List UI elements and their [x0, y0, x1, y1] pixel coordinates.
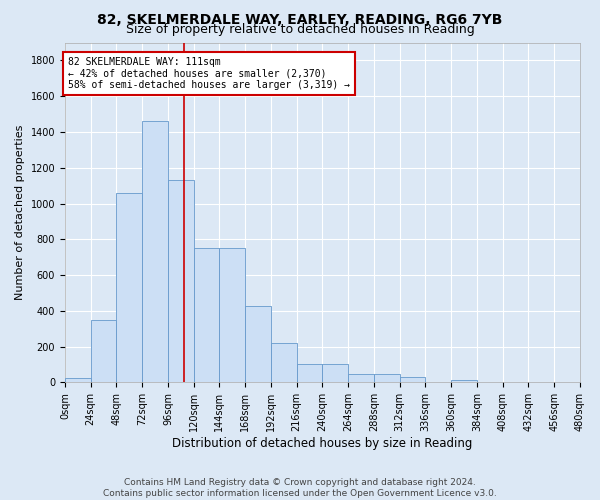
Bar — [348, 374, 374, 382]
Bar — [142, 121, 168, 382]
Bar — [65, 378, 91, 382]
X-axis label: Distribution of detached houses by size in Reading: Distribution of detached houses by size … — [172, 437, 473, 450]
Bar — [322, 364, 348, 382]
Bar — [116, 193, 142, 382]
Text: 82, SKELMERDALE WAY, EARLEY, READING, RG6 7YB: 82, SKELMERDALE WAY, EARLEY, READING, RG… — [97, 12, 503, 26]
Bar — [91, 320, 116, 382]
Bar — [245, 306, 271, 382]
Bar — [374, 374, 400, 382]
Text: 82 SKELMERDALE WAY: 111sqm
← 42% of detached houses are smaller (2,370)
58% of s: 82 SKELMERDALE WAY: 111sqm ← 42% of deta… — [68, 57, 350, 90]
Bar — [168, 180, 194, 382]
Bar — [296, 364, 322, 382]
Bar — [400, 377, 425, 382]
Bar — [194, 248, 220, 382]
Bar — [271, 343, 296, 382]
Bar — [220, 248, 245, 382]
Bar — [451, 380, 477, 382]
Text: Contains HM Land Registry data © Crown copyright and database right 2024.
Contai: Contains HM Land Registry data © Crown c… — [103, 478, 497, 498]
Y-axis label: Number of detached properties: Number of detached properties — [15, 125, 25, 300]
Text: Size of property relative to detached houses in Reading: Size of property relative to detached ho… — [125, 22, 475, 36]
